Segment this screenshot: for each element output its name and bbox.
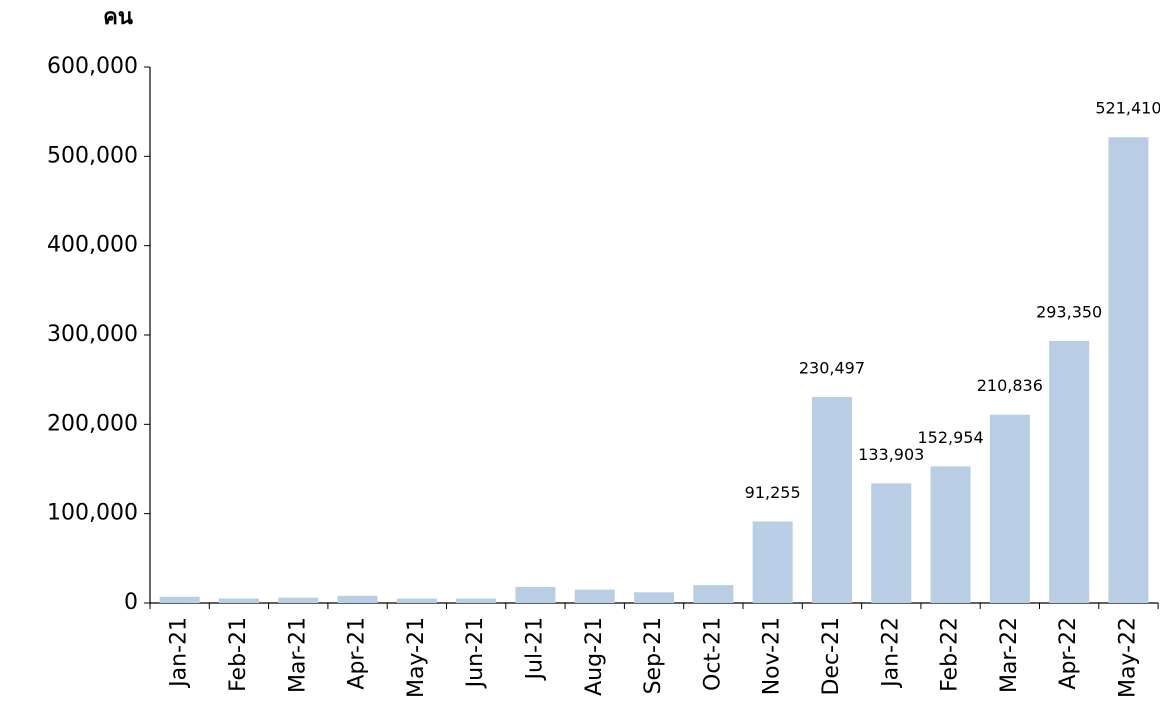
x-tick-label: Dec-21 (819, 617, 844, 696)
bar (337, 595, 378, 603)
x-tick-label: Apr-22 (1056, 617, 1081, 690)
bar (396, 598, 437, 603)
bar (693, 585, 734, 603)
y-tick-label: 600,000 (47, 54, 138, 79)
bar (218, 598, 259, 603)
y-tick-label: 400,000 (47, 233, 138, 258)
x-tick-label: Feb-21 (226, 617, 251, 692)
data-label: 133,903 (858, 445, 924, 464)
x-tick-label: May-21 (404, 617, 429, 698)
y-tick-label: 0 (124, 590, 138, 615)
bar (811, 397, 852, 603)
x-tick-label: Nov-21 (760, 617, 785, 695)
x-tick-label: Aug-21 (582, 617, 607, 696)
bar (159, 596, 200, 603)
y-tick-label: 100,000 (47, 501, 138, 526)
x-tick-label: May-22 (1115, 617, 1140, 698)
bar (1108, 137, 1149, 603)
bar (1049, 340, 1090, 603)
x-tick-label: Feb-22 (938, 617, 963, 692)
x-tick-label: Mar-21 (285, 617, 310, 693)
data-label: 293,350 (1036, 302, 1102, 321)
bar (989, 414, 1030, 603)
bar (752, 521, 793, 603)
bar (930, 466, 971, 603)
data-label: 152,954 (917, 428, 983, 447)
x-tick-label: Jul-21 (522, 617, 547, 681)
x-tick-label: Mar-22 (997, 617, 1022, 693)
x-tick-label: Jun-21 (463, 617, 488, 689)
data-label: 91,255 (745, 483, 801, 502)
bar (456, 598, 497, 603)
bar (634, 592, 675, 603)
bar (871, 483, 912, 603)
data-label: 230,497 (799, 359, 865, 378)
x-tick-label: Oct-21 (700, 617, 725, 691)
x-tick-label: Sep-21 (641, 617, 666, 694)
y-tick-label: 200,000 (47, 411, 138, 436)
y-tick-label: 300,000 (47, 322, 138, 347)
x-tick-label: Apr-21 (345, 617, 370, 690)
x-tick-label: Jan-22 (878, 617, 903, 689)
bar (574, 589, 615, 603)
x-tick-label: Jan-21 (167, 617, 192, 689)
y-axis-label: คน (103, 5, 133, 30)
bar (278, 597, 319, 603)
bar (515, 586, 556, 603)
data-label: 210,836 (977, 376, 1043, 395)
y-tick-label: 500,000 (47, 143, 138, 168)
data-label: 521,410 (1095, 99, 1160, 118)
